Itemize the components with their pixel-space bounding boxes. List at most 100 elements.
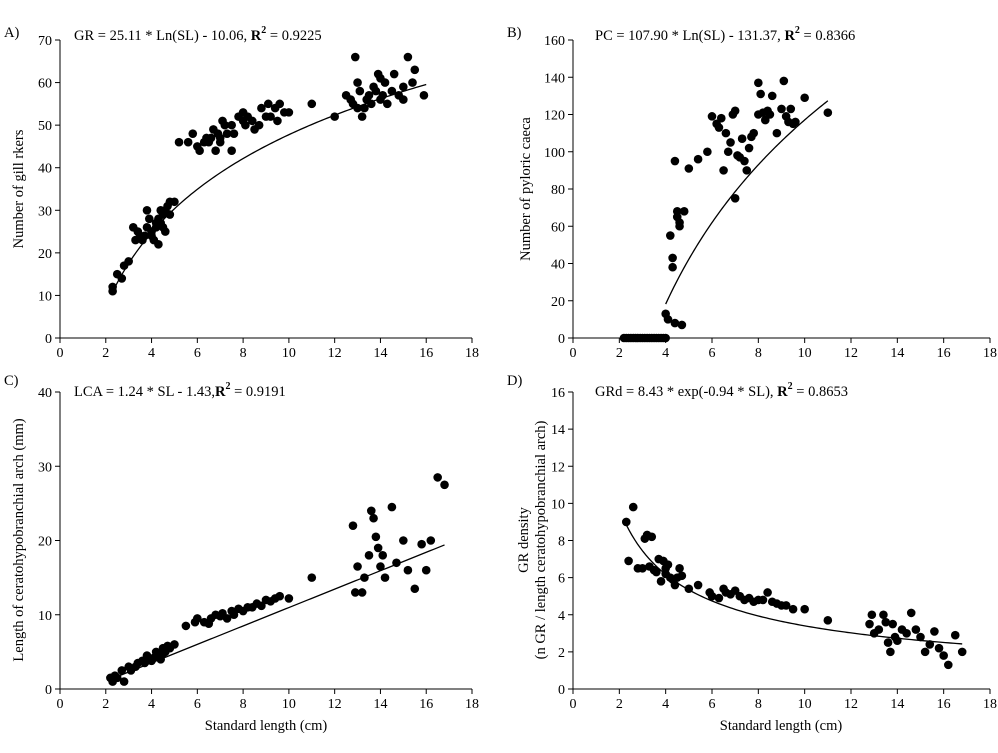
data-point [666, 231, 675, 240]
y-tick-label: 160 [544, 34, 565, 49]
y-tick-label: 100 [544, 146, 565, 161]
y-tick-label: 20 [38, 535, 52, 550]
data-point [781, 601, 791, 610]
data-point [227, 120, 236, 130]
data-point [389, 69, 399, 79]
data-point [181, 621, 191, 631]
data-point [777, 104, 786, 114]
data-point [220, 120, 230, 130]
y-tick-label: 60 [38, 77, 52, 92]
data-point [206, 133, 216, 143]
data-point [440, 480, 449, 490]
x-tick-label: 12 [328, 697, 342, 712]
r2-value: = 0.9225 [266, 28, 321, 44]
r2-value: = 0.9191 [230, 384, 285, 400]
y-axis-label-line: Number of pyloric caeca [518, 117, 534, 261]
data-point [874, 625, 884, 634]
data-point [693, 154, 703, 164]
data-point [930, 627, 939, 636]
data-point [677, 571, 687, 581]
x-tick-label: 12 [844, 697, 858, 712]
data-point [399, 536, 408, 545]
data-point [403, 52, 413, 62]
data-point [823, 108, 833, 117]
y-tick-label: 40 [38, 386, 52, 401]
regression-equation: GRd = 8.43 * exp(-0.94 * SL), R2 = 0.865… [595, 381, 848, 400]
data-point [638, 564, 647, 573]
data-point [749, 128, 758, 138]
y-axis-label-line: Number of gill rkers [11, 129, 27, 248]
x-tick-label: 18 [465, 346, 479, 361]
data-point [403, 565, 413, 575]
panel-a: 0 2 4 6 8 10 12 14 16 18 0 10 20 30 40 50 60 70 A) GR = 25.… [4, 25, 479, 361]
data-point [675, 221, 684, 231]
x-tick-label: 0 [57, 697, 64, 712]
data-point [684, 164, 694, 173]
x-tick-label: 8 [240, 346, 247, 361]
data-point [800, 93, 809, 103]
data-point [716, 113, 726, 123]
data-point [410, 584, 420, 594]
x-tick-label: 6 [709, 346, 716, 361]
data-point [957, 647, 967, 657]
data-point [275, 99, 285, 109]
panel-label: A) [4, 25, 19, 41]
equation-body: GRd = 8.43 * exp(-0.94 * SL), [595, 384, 777, 400]
x-tick-label: 6 [194, 346, 201, 361]
data-point [677, 320, 687, 330]
data-point [373, 543, 383, 553]
data-point [779, 76, 789, 86]
y-tick-label: 30 [38, 204, 52, 219]
data-point [193, 614, 202, 623]
data-point [387, 502, 397, 512]
data-point [788, 604, 798, 614]
x-tick-label: 8 [755, 697, 762, 712]
x-tick-label: 18 [983, 697, 997, 712]
y-tick-label: 0 [45, 332, 52, 347]
x-tick-label: 4 [148, 346, 155, 361]
y-tick-label: 40 [38, 162, 52, 177]
data-point [174, 137, 184, 147]
r2-symbol: R [251, 28, 262, 44]
x-tick-label: 14 [890, 697, 904, 712]
x-tick-label: 14 [373, 346, 387, 361]
y-axis-label: Number of gill rkers [11, 129, 27, 248]
y-tick-label: 50 [38, 119, 52, 134]
y-tick-label: 8 [558, 535, 565, 550]
data-point [656, 577, 666, 586]
x-tick-label: 2 [102, 697, 109, 712]
data-point [140, 231, 149, 241]
data-point [229, 129, 239, 138]
data-point [229, 610, 239, 620]
data-point [707, 112, 717, 121]
y-tick-label: 0 [45, 683, 52, 698]
data-point [652, 567, 661, 577]
data-point [399, 95, 408, 104]
y-tick-label: 20 [38, 247, 52, 262]
data-point [284, 594, 294, 603]
data-point [765, 110, 775, 119]
y-axis-label-line: GR density [516, 506, 532, 572]
data-point [719, 166, 728, 175]
data-point [378, 551, 388, 560]
data-point [800, 604, 809, 614]
data-point [160, 227, 170, 236]
data-point [417, 539, 426, 549]
data-point [378, 91, 388, 100]
data-point [624, 556, 633, 566]
y-tick-label: 40 [551, 258, 565, 273]
y-tick-label: 4 [558, 609, 565, 624]
y-axis-label-line: (n GR / length ceratohypobranchial arch) [533, 420, 549, 659]
data-point [767, 91, 777, 101]
data-point [772, 128, 782, 138]
data-point [675, 564, 684, 573]
data-point [348, 521, 358, 530]
data-point [380, 78, 390, 87]
data-point [383, 99, 392, 109]
data-point [307, 99, 317, 109]
data-point [421, 565, 431, 575]
x-tick-label: 4 [148, 697, 155, 712]
data-point [355, 86, 365, 96]
x-tick-label: 18 [465, 697, 479, 712]
data-point [376, 562, 385, 571]
